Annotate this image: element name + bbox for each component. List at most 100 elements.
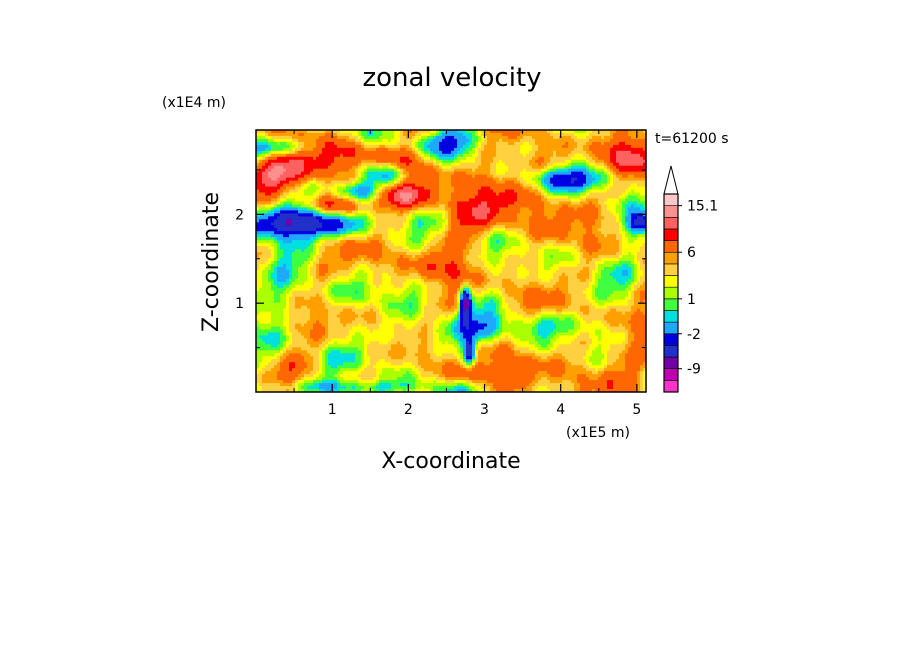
field-cell — [394, 132, 398, 137]
field-cell — [514, 219, 518, 223]
field-cell — [496, 141, 500, 146]
field-cell — [448, 141, 452, 146]
field-cell — [265, 201, 269, 206]
field-cell — [472, 144, 476, 149]
field-cell — [544, 222, 548, 226]
field-cell — [310, 138, 314, 143]
field-cell — [457, 228, 461, 232]
field-cell — [334, 156, 338, 161]
field-cell — [343, 150, 347, 155]
field-cell — [265, 180, 269, 185]
field-cell — [610, 225, 614, 229]
field-cell — [496, 159, 500, 164]
field-cell — [568, 174, 572, 179]
field-cell — [331, 189, 335, 194]
field-cell — [448, 171, 452, 176]
field-cell — [289, 183, 293, 188]
field-cell — [505, 174, 509, 179]
field-cell — [604, 174, 608, 179]
field-cell — [574, 192, 578, 197]
field-cell — [640, 159, 644, 164]
field-cell — [418, 228, 422, 232]
field-cell — [544, 150, 548, 155]
field-cell — [577, 222, 581, 226]
field-cell — [310, 183, 314, 188]
field-cell — [481, 171, 485, 176]
field-cell — [295, 150, 299, 155]
field-cell — [487, 171, 491, 176]
field-cell — [454, 210, 458, 214]
field-cell — [394, 174, 398, 179]
field-cell — [484, 147, 488, 152]
field-cell — [397, 156, 401, 161]
field-cell — [292, 165, 296, 170]
field-cell — [370, 174, 374, 179]
field-cell — [436, 153, 440, 158]
field-cell — [460, 216, 464, 220]
field-cell — [307, 141, 311, 146]
field-cell — [409, 162, 413, 167]
field-cell — [340, 225, 344, 229]
field-cell — [406, 174, 410, 179]
field-cell — [364, 213, 368, 217]
field-cell — [349, 174, 353, 179]
field-cell — [331, 219, 335, 223]
field-cell — [511, 165, 515, 170]
field-cell — [589, 165, 593, 170]
field-cell — [643, 132, 646, 137]
field-cell — [397, 183, 401, 188]
field-cell — [616, 168, 620, 173]
field-cell — [592, 156, 596, 161]
field-cell — [379, 135, 383, 140]
field-cell — [550, 216, 554, 220]
field-cell — [280, 198, 284, 203]
field-cell — [295, 130, 299, 134]
field-cell — [430, 195, 434, 200]
field-cell — [493, 186, 497, 191]
field-cell — [439, 159, 443, 164]
field-cell — [571, 177, 575, 182]
field-cell — [559, 147, 563, 152]
field-cell — [631, 153, 635, 158]
field-cell — [421, 159, 425, 164]
field-cell — [334, 171, 338, 176]
field-cell — [595, 201, 599, 206]
field-cell — [547, 183, 551, 188]
field-cell — [307, 144, 311, 149]
field-cell — [286, 130, 290, 134]
field-cell — [304, 168, 308, 173]
field-cell — [508, 162, 512, 167]
field-cell — [601, 153, 605, 158]
field-cell — [262, 177, 266, 182]
field-cell — [457, 141, 461, 146]
field-cell — [304, 177, 308, 182]
field-cell — [415, 156, 419, 161]
field-cell — [454, 213, 458, 217]
field-cell — [643, 159, 646, 164]
field-cell — [361, 165, 365, 170]
field-cell — [637, 156, 641, 161]
field-cell — [346, 186, 350, 191]
field-cell — [421, 147, 425, 152]
field-cell — [427, 180, 431, 185]
field-cell — [259, 138, 263, 143]
field-cell — [616, 183, 620, 188]
field-cell — [634, 213, 638, 217]
field-cell — [547, 198, 551, 203]
field-cell — [556, 168, 560, 173]
field-cell — [481, 156, 485, 161]
field-cell — [358, 213, 362, 217]
field-cell — [595, 177, 599, 182]
field-cell — [472, 153, 476, 158]
field-cell — [343, 141, 347, 146]
field-cell — [394, 138, 398, 143]
field-cell — [436, 186, 440, 191]
field-cell — [541, 207, 545, 211]
field-cell — [469, 130, 473, 134]
field-cell — [430, 210, 434, 214]
field-cell — [412, 138, 416, 143]
field-cell — [508, 156, 512, 161]
field-cell — [391, 159, 395, 164]
field-cell — [571, 207, 575, 211]
field-cell — [448, 189, 452, 194]
